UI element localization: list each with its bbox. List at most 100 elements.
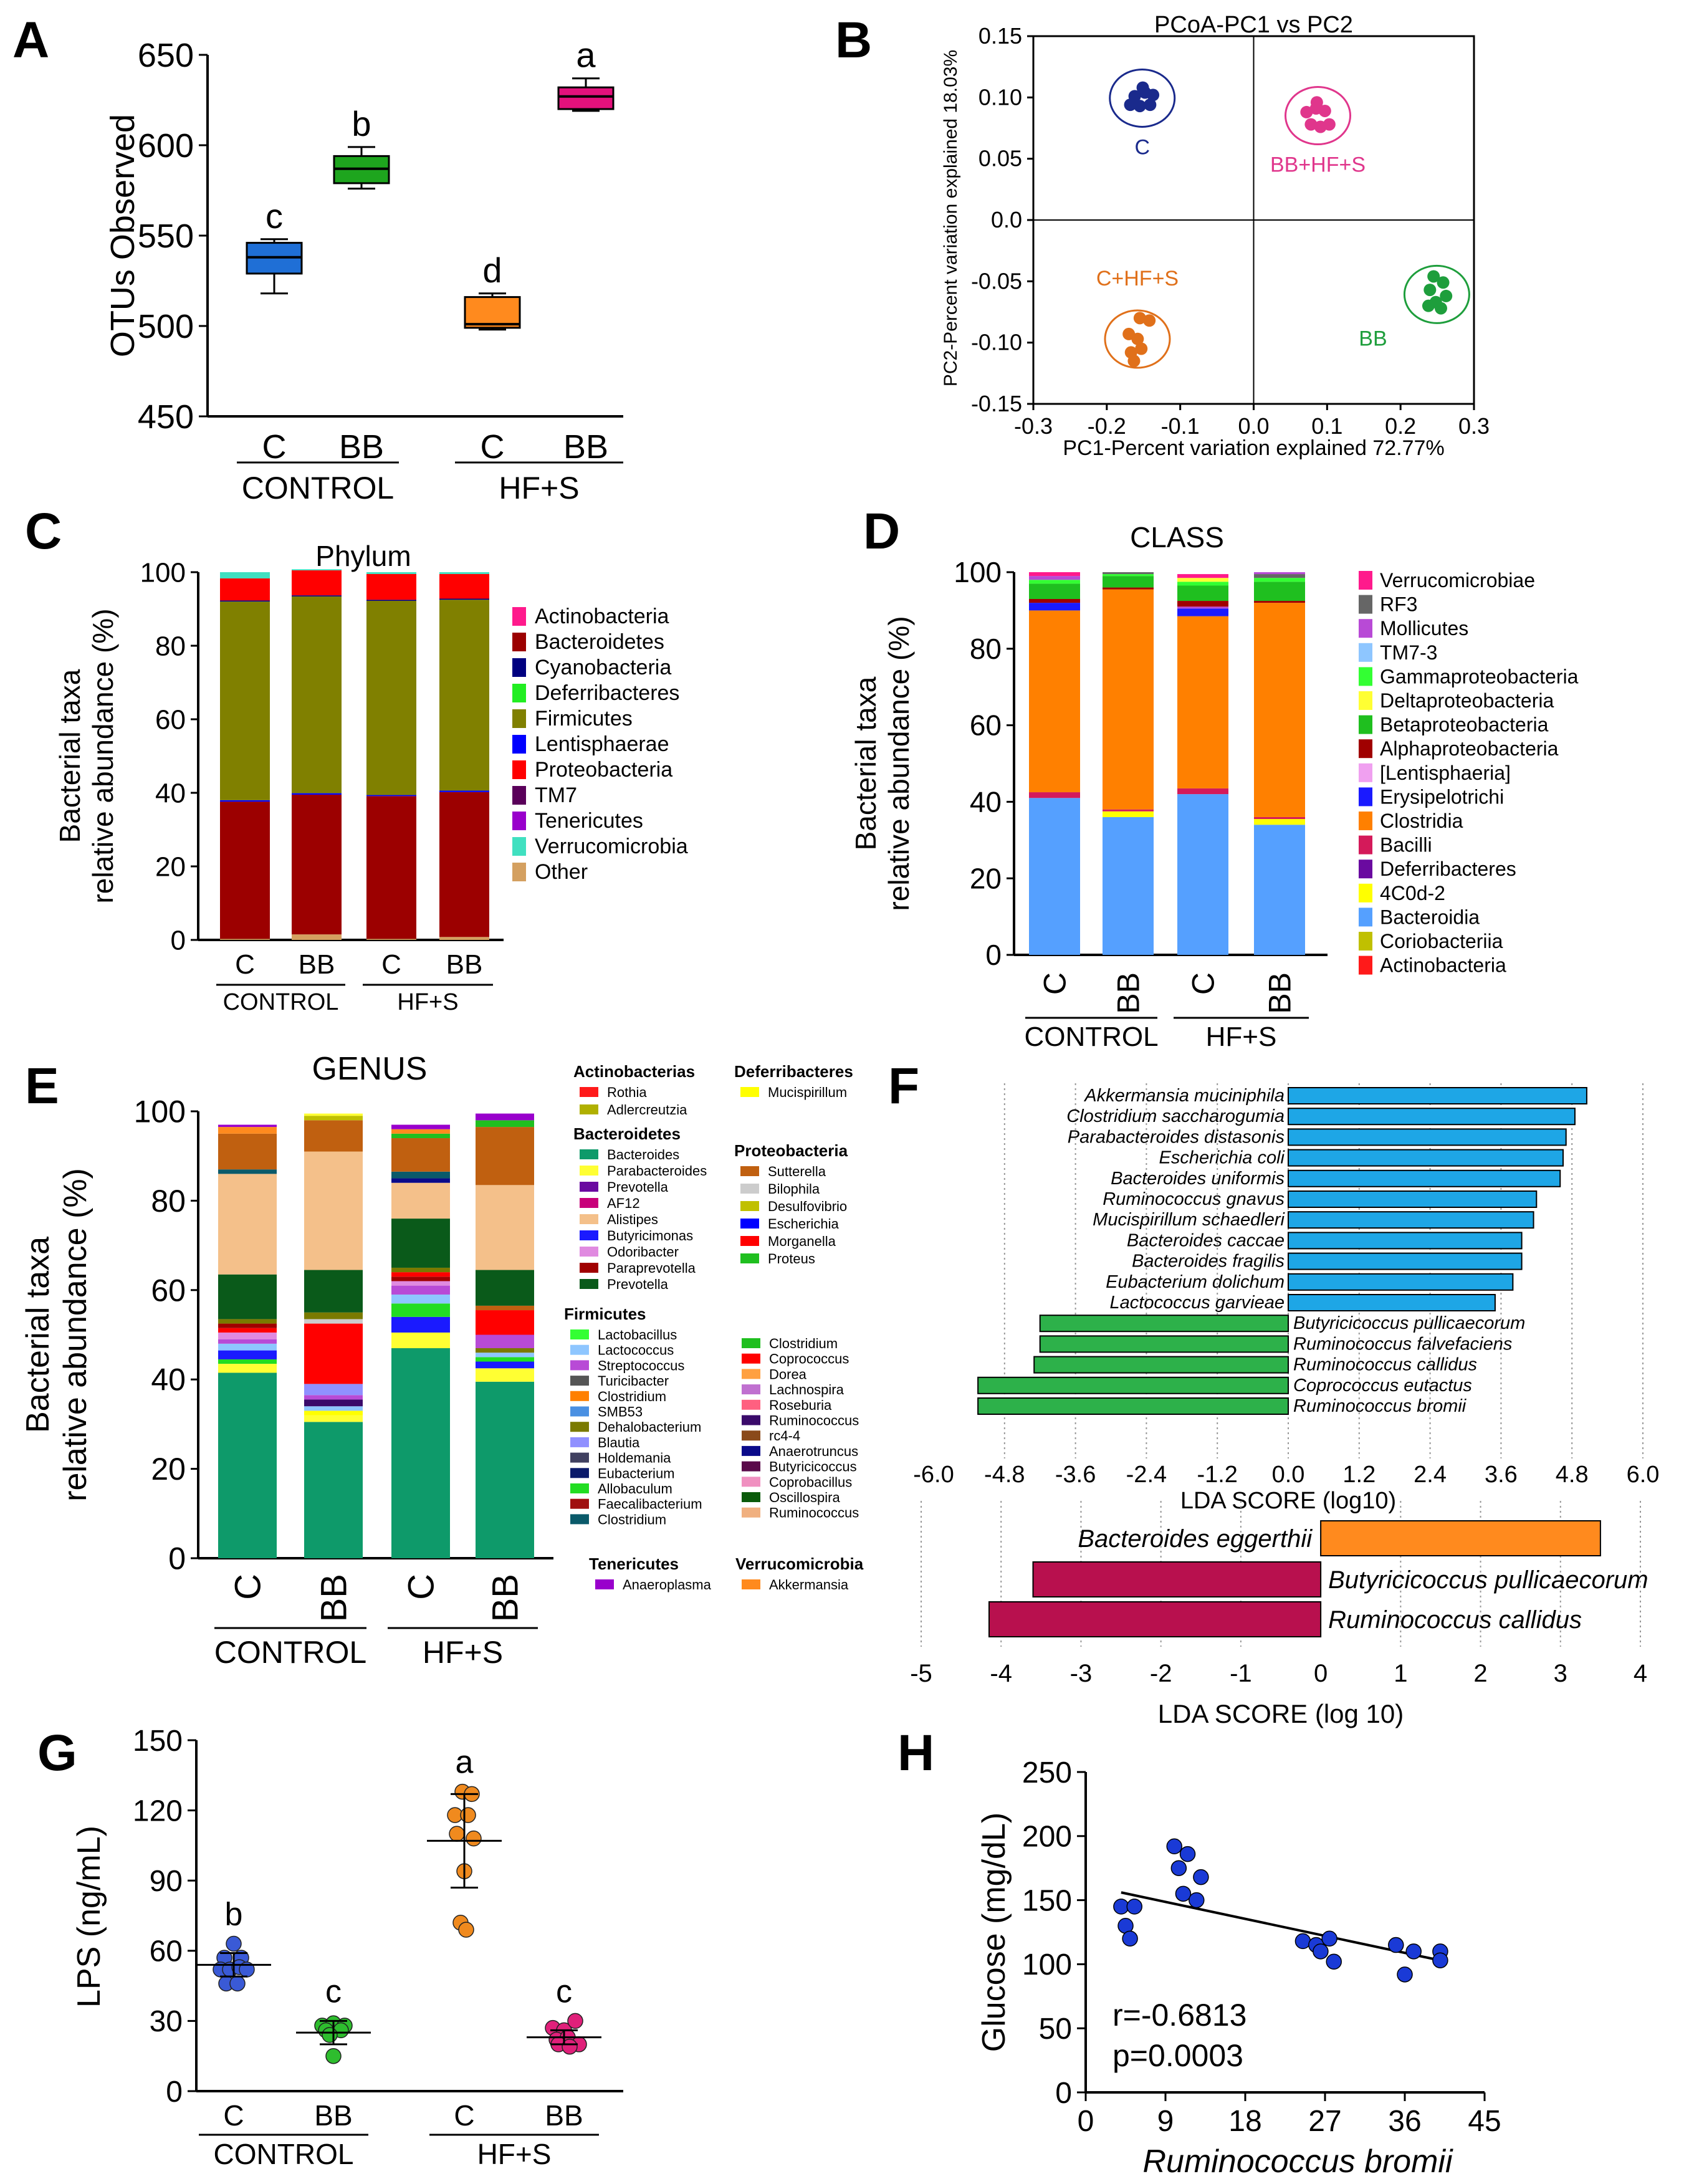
bar-segment	[1254, 572, 1305, 575]
legend-swatch	[580, 1214, 598, 1224]
x-tick-label: 0	[1314, 1660, 1328, 1687]
y-tick-label: 150	[133, 1725, 183, 1758]
bar-segment	[391, 1316, 450, 1333]
y-tick-label: 120	[133, 1794, 183, 1827]
bar-segment	[292, 595, 342, 596]
group-label: CONTROL	[223, 989, 339, 1015]
legend-label: Bacteroidia	[1380, 906, 1480, 928]
y-tick-label: 450	[138, 398, 194, 436]
y-tick-label: 30	[150, 2005, 183, 2038]
y-tick-label: -0.05	[971, 268, 1022, 294]
legend-swatch	[1359, 835, 1372, 855]
x-tick-label: 0.0	[1272, 1462, 1305, 1488]
lda-bar	[1039, 1335, 1289, 1353]
legend-swatch	[1359, 932, 1372, 951]
legend-swatch	[742, 1445, 760, 1456]
glucose-point	[1432, 1952, 1448, 1968]
panel-f-lda-bottom: Bacteroides eggerthii Butyricicoccus pull…	[910, 1501, 1648, 1728]
legend-swatch	[580, 1198, 598, 1208]
x-tick-label: -6.0	[913, 1462, 954, 1488]
bar-segment	[218, 1169, 277, 1174]
y-tick-label: 550	[138, 218, 194, 255]
scatter-point	[1124, 98, 1137, 112]
bar-segment	[476, 1185, 534, 1270]
bar-segment	[476, 1127, 534, 1185]
x-category-label: C	[235, 949, 255, 980]
significance-letter: b	[352, 104, 371, 143]
cluster-ellipse	[1403, 264, 1470, 324]
bar-segment	[1029, 572, 1080, 577]
significance-letter: b	[225, 1897, 243, 1933]
x-category-label: BB	[563, 428, 608, 466]
legend-swatch	[580, 1263, 598, 1273]
lps-point	[325, 2048, 342, 2064]
bar-segment	[366, 601, 416, 795]
legend-label: Coprococcus	[769, 1351, 849, 1367]
bar-segment	[391, 1138, 450, 1172]
y-tick-label: 0	[166, 2076, 183, 2109]
legend-swatch	[1359, 643, 1372, 662]
x-tick-label: 27	[1308, 2105, 1341, 2138]
x-category-label: BB	[314, 2099, 352, 2132]
legend-label: Alphaproteobacteria	[1380, 737, 1559, 760]
cluster-ellipse	[1285, 86, 1352, 146]
bar-segment	[220, 572, 270, 579]
legend-swatch	[1359, 860, 1372, 879]
legend-label: Dorea	[769, 1366, 807, 1382]
y-tick-label: 0.05	[978, 146, 1022, 171]
legend-swatch	[1359, 571, 1372, 590]
bar-segment	[304, 1312, 363, 1320]
legend-label: Ruminococcus	[769, 1505, 859, 1521]
legend-label: Roseburia	[769, 1397, 832, 1413]
x-category-label: C	[227, 1574, 268, 1600]
scatter-point	[1304, 118, 1318, 131]
y-tick-label: 100	[134, 1094, 186, 1129]
legend-swatch	[570, 1406, 589, 1417]
legend-group-title: Firmicutes	[564, 1305, 646, 1323]
y-tick-label: -0.10	[971, 330, 1022, 355]
legend-label: Deferribacteres	[1380, 858, 1516, 880]
glucose-point	[1294, 1933, 1311, 1950]
chart-title: GENUS	[312, 1051, 428, 1087]
legend-swatch	[1359, 715, 1372, 734]
bar-segment	[218, 1339, 277, 1344]
bar-segment	[439, 937, 489, 940]
bar-segment	[218, 1359, 277, 1364]
bar-segment	[304, 1395, 363, 1400]
legend-label: Sutterella	[768, 1164, 826, 1179]
scatter-point	[1147, 89, 1160, 102]
x-category-label: C	[454, 2099, 474, 2132]
legend-swatch	[742, 1369, 760, 1379]
y-tick-label: 90	[150, 1865, 183, 1898]
bar-segment	[1103, 587, 1154, 590]
bar-segment	[391, 1133, 450, 1139]
legend-label: Lactobacillus	[598, 1327, 677, 1343]
legend-swatch	[570, 1498, 589, 1509]
bar-segment	[439, 573, 489, 599]
x-category-label: C	[481, 428, 505, 466]
legend-swatch	[742, 1338, 760, 1348]
bar-segment	[476, 1357, 534, 1362]
legend-swatch	[742, 1507, 760, 1518]
legend-swatch	[570, 1329, 589, 1339]
x-axis-title: PC1-Percent variation explained 72.77%	[1063, 436, 1444, 460]
lda-taxon-label: Coprococcus eutactus	[1293, 1376, 1472, 1396]
legend-swatch	[1359, 619, 1372, 638]
bar-segment	[1029, 598, 1080, 603]
cluster-ellipse	[1109, 68, 1176, 128]
legend-swatch	[580, 1104, 598, 1114]
panel-letter-B: B	[835, 12, 872, 69]
legend-swatch	[580, 1166, 598, 1176]
legend-swatch	[1359, 883, 1372, 903]
y-axis-title-line2: relative abundance (%)	[57, 1168, 93, 1502]
bar-segment	[1254, 819, 1305, 825]
group-label: HF+S	[1206, 1022, 1277, 1052]
x-category-label: C	[381, 949, 401, 980]
bar-segment	[391, 1285, 450, 1295]
bar-segment	[304, 1116, 363, 1121]
legend-swatch	[1359, 667, 1372, 686]
legend-label: rc4-4	[769, 1428, 800, 1444]
lps-point	[322, 2027, 338, 2043]
bar-segment	[1177, 582, 1228, 586]
legend-label: Anaerotruncus	[769, 1444, 858, 1459]
